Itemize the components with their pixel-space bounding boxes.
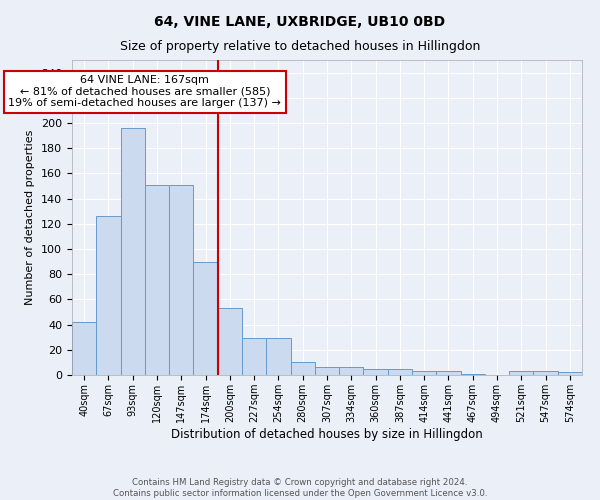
Text: Size of property relative to detached houses in Hillingdon: Size of property relative to detached ho… — [120, 40, 480, 53]
Bar — [509, 371, 533, 375]
Bar — [412, 371, 436, 375]
Bar — [169, 184, 193, 375]
Bar — [218, 308, 242, 375]
Bar — [339, 368, 364, 375]
Bar — [266, 338, 290, 375]
Bar — [436, 371, 461, 375]
Bar — [533, 371, 558, 375]
Bar — [461, 374, 485, 375]
Bar — [145, 184, 169, 375]
Bar — [388, 368, 412, 375]
Bar — [193, 262, 218, 375]
Text: Contains HM Land Registry data © Crown copyright and database right 2024.
Contai: Contains HM Land Registry data © Crown c… — [113, 478, 487, 498]
X-axis label: Distribution of detached houses by size in Hillingdon: Distribution of detached houses by size … — [171, 428, 483, 440]
Bar — [315, 368, 339, 375]
Bar — [558, 372, 582, 375]
Bar — [121, 128, 145, 375]
Text: 64 VINE LANE: 167sqm
← 81% of detached houses are smaller (585)
19% of semi-deta: 64 VINE LANE: 167sqm ← 81% of detached h… — [8, 75, 281, 108]
Bar — [290, 362, 315, 375]
Bar — [242, 338, 266, 375]
Bar — [364, 368, 388, 375]
Bar — [96, 216, 121, 375]
Y-axis label: Number of detached properties: Number of detached properties — [25, 130, 35, 305]
Bar — [72, 322, 96, 375]
Text: 64, VINE LANE, UXBRIDGE, UB10 0BD: 64, VINE LANE, UXBRIDGE, UB10 0BD — [154, 15, 446, 29]
